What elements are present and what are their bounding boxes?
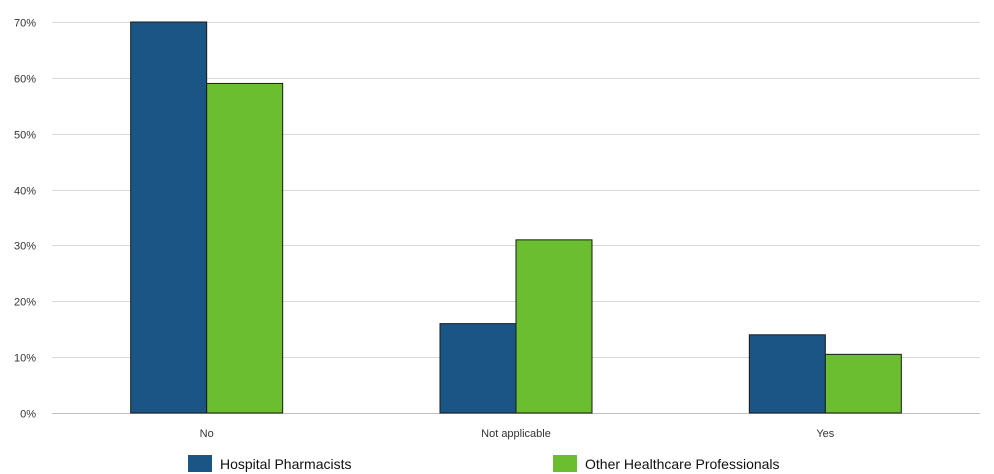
bar-other-healthcare-professionals-yes: [824, 353, 902, 414]
legend-label: Other Healthcare Professionals: [585, 456, 780, 472]
legend: Hospital Pharmacists Other Healthcare Pro…: [188, 455, 780, 472]
bar-other-healthcare-professionals-no: [206, 82, 284, 414]
x-category-label: Yes: [816, 428, 834, 440]
y-tick-label: 40%: [14, 186, 36, 198]
bar-other-healthcare-professionals-not-applicable: [515, 239, 593, 414]
legend-swatch: [553, 455, 577, 472]
bar-hospital-pharmacists-yes: [748, 334, 826, 414]
y-tick-label: 70%: [14, 18, 36, 30]
y-tick-label: 20%: [14, 297, 36, 309]
bar-hospital-pharmacists-not-applicable: [439, 323, 517, 414]
y-tick-label: 10%: [14, 353, 36, 365]
y-tick-label: 60%: [14, 74, 36, 86]
y-tick-label: 50%: [14, 130, 36, 142]
x-category-label: Not applicable: [481, 428, 551, 440]
x-category-label: No: [200, 428, 214, 440]
y-axis-tick-labels: 0% 10% 20% 30% 40% 50% 60% 70%: [14, 18, 36, 421]
legend-swatch: [188, 455, 212, 472]
bars: [130, 21, 902, 414]
y-tick-label: 0%: [20, 409, 36, 421]
x-axis-category-labels: No Not applicable Yes: [200, 428, 835, 440]
bar-hospital-pharmacists-no: [130, 21, 208, 414]
y-tick-label: 30%: [14, 241, 36, 253]
legend-label: Hospital Pharmacists: [220, 456, 352, 472]
